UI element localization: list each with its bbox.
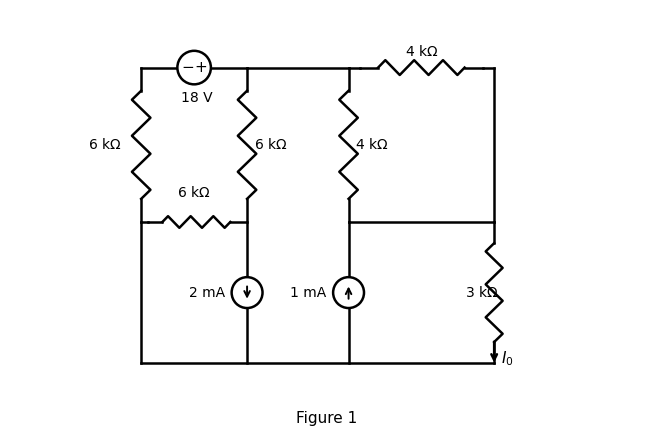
Text: 2 mA: 2 mA — [189, 285, 225, 300]
Text: 18 V: 18 V — [180, 91, 212, 105]
Text: 4 k$\Omega$: 4 k$\Omega$ — [405, 44, 438, 59]
Text: 6 k$\Omega$: 6 k$\Omega$ — [88, 137, 121, 152]
Text: 6 k$\Omega$: 6 k$\Omega$ — [254, 137, 287, 152]
Circle shape — [333, 277, 364, 308]
Text: 1 mA: 1 mA — [290, 285, 326, 300]
Text: 6 k$\Omega$: 6 k$\Omega$ — [178, 185, 211, 200]
Text: $I_0$: $I_0$ — [501, 349, 513, 368]
Text: +: + — [194, 60, 207, 75]
Text: 3 k$\Omega$: 3 k$\Omega$ — [466, 285, 499, 300]
Circle shape — [178, 51, 211, 84]
Text: −: − — [182, 60, 194, 75]
Circle shape — [232, 277, 263, 308]
Text: Figure 1: Figure 1 — [296, 411, 357, 426]
Text: 4 k$\Omega$: 4 k$\Omega$ — [355, 137, 389, 152]
